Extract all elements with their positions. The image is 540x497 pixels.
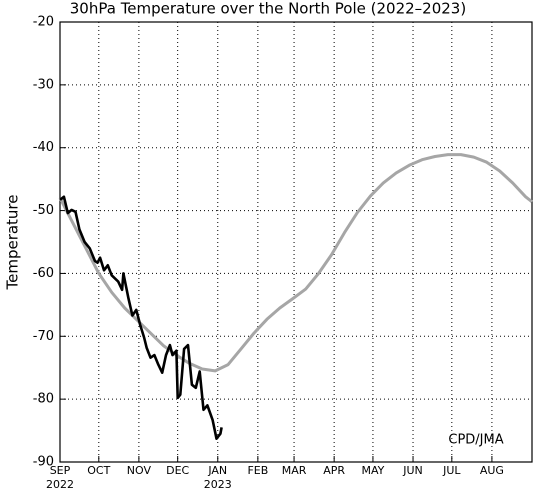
y-axis-label: Temperature bbox=[4, 194, 22, 290]
x-tick-label: JUL bbox=[442, 464, 461, 477]
data-line bbox=[59, 195, 223, 440]
year-label: 2023 bbox=[204, 478, 232, 491]
x-tick-label: FEB bbox=[247, 464, 268, 477]
x-tick-label: DEC bbox=[166, 464, 189, 477]
plot-frame bbox=[59, 21, 533, 463]
x-tick-label: OCT bbox=[87, 464, 110, 477]
x-tick-label: MAR bbox=[282, 464, 307, 477]
year-label: 2022 bbox=[46, 478, 74, 491]
x-tick-label: AUG bbox=[480, 464, 504, 477]
y-tick-label: -90 bbox=[33, 455, 54, 470]
y-tick-label: -60 bbox=[33, 266, 54, 281]
y-tick-label: -80 bbox=[33, 392, 54, 407]
data-line bbox=[58, 153, 533, 373]
chart-title: 30hPa Temperature over the North Pole (2… bbox=[70, 0, 466, 18]
y-tick-label: -70 bbox=[33, 329, 54, 344]
y-tick-label: -30 bbox=[33, 77, 54, 92]
x-tick-label: JUN bbox=[402, 464, 423, 477]
x-tick-label: APR bbox=[323, 464, 345, 477]
y-tick-label: -40 bbox=[33, 140, 54, 155]
y-tick-label: -20 bbox=[33, 15, 54, 30]
x-tick-label: MAY bbox=[361, 464, 384, 477]
x-tick-label: JAN bbox=[207, 464, 227, 477]
y-tick-label: -50 bbox=[33, 203, 54, 218]
x-tick-label: NOV bbox=[127, 464, 152, 477]
annotation: CPD/JMA bbox=[448, 433, 503, 448]
x-tick-label: SEP bbox=[50, 464, 71, 477]
